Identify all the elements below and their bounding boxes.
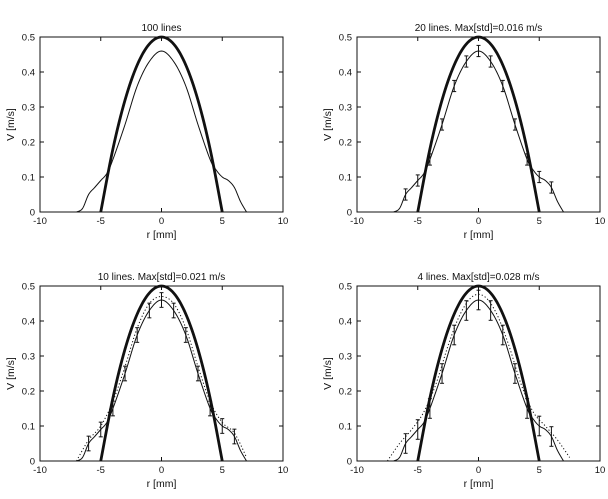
y-tick-label: 0.3	[339, 103, 352, 114]
y-tick-label: 0.5	[339, 33, 352, 44]
x-tick-label: -5	[414, 465, 422, 476]
y-tick-label: 0.2	[22, 387, 35, 398]
x-axis-label: r [mm]	[147, 478, 177, 490]
x-axis-label: r [mm]	[464, 478, 494, 490]
y-axis-label: V [m/s]	[322, 357, 334, 390]
x-tick-label: -10	[350, 465, 364, 476]
y-tick-label: 0.1	[339, 422, 352, 433]
y-axis-label: V [m/s]	[322, 108, 334, 141]
reference-profile-line	[416, 35, 541, 213]
x-tick-label: 0	[159, 216, 164, 227]
y-tick-label: 0.2	[22, 138, 35, 149]
y-tick-label: 0	[30, 457, 35, 468]
reference-profile-line	[99, 284, 224, 462]
y-tick-label: 0.5	[339, 282, 352, 293]
plot-marks: -10 -5 0 5 10 0 0.1 0.2 0.3 0.4 0.5	[22, 282, 289, 477]
panel-title: 4 lines. Max[std]=0.028 m/s	[417, 272, 539, 283]
y-tick-label: 0.5	[22, 282, 35, 293]
y-tick-label: 0.3	[339, 352, 352, 363]
x-tick-label: 0	[476, 216, 481, 227]
y-tick-label: 0.4	[339, 317, 352, 328]
x-tick-label: 10	[278, 465, 289, 476]
y-axis-label: V [m/s]	[5, 108, 17, 141]
x-tick-label: 5	[220, 216, 225, 227]
panel-10-lines: 10 lines. Max[std]=0.021 m/s r [mm] V [m…	[5, 272, 288, 490]
y-tick-label: 0.4	[22, 317, 35, 328]
x-tick-label: -5	[414, 216, 422, 227]
y-tick-label: 0.1	[22, 422, 35, 433]
y-tick-label: 0.5	[22, 33, 35, 44]
x-tick-label: -10	[350, 216, 364, 227]
panel-title: 20 lines. Max[std]=0.016 m/s	[415, 23, 543, 34]
y-tick-label: 0.3	[22, 103, 35, 114]
x-tick-label: 5	[537, 465, 542, 476]
y-tick-label: 0.2	[339, 387, 352, 398]
y-tick-label: 0.2	[339, 138, 352, 149]
y-tick-label: 0	[347, 457, 352, 468]
x-tick-label: 10	[595, 216, 606, 227]
x-tick-label: 0	[476, 465, 481, 476]
plot-marks: -10 -5 0 5 10 0 0.1 0.2 0.3 0.4 0.5	[339, 33, 606, 228]
panel-20-lines: 20 lines. Max[std]=0.016 m/s r [mm] V [m…	[322, 23, 605, 241]
panel-4-lines: 4 lines. Max[std]=0.028 m/s r [mm] V [m/…	[322, 272, 605, 490]
x-tick-label: -5	[97, 465, 105, 476]
panel-title: 100 lines	[141, 23, 181, 34]
x-axis-label: r [mm]	[147, 229, 177, 241]
x-tick-label: 10	[595, 465, 606, 476]
y-tick-label: 0	[30, 208, 35, 219]
estimated-profile-line	[76, 50, 247, 213]
y-tick-label: 0.3	[22, 352, 35, 363]
plot-marks: -10 -5 0 5 10 0 0.1 0.2 0.3 0.4 0.5	[22, 33, 289, 228]
y-tick-label: 0.4	[22, 68, 35, 79]
x-tick-label: 5	[537, 216, 542, 227]
x-tick-label: -5	[97, 216, 105, 227]
x-tick-label: 5	[220, 465, 225, 476]
x-tick-label: 0	[159, 465, 164, 476]
x-tick-label: 10	[278, 216, 289, 227]
plot-marks: -10 -5 0 5 10 0 0.1 0.2 0.3 0.4 0.5	[339, 282, 606, 477]
y-tick-label: 0.1	[339, 173, 352, 184]
panel-100-lines: 100 lines r [mm] V [m/s] -10 -5 0 5 10 0 0.1 0.…	[5, 23, 288, 241]
x-tick-label: -10	[33, 216, 47, 227]
y-tick-label: 0	[347, 208, 352, 219]
panel-title: 10 lines. Max[std]=0.021 m/s	[98, 272, 226, 283]
y-tick-label: 0.4	[339, 68, 352, 79]
reference-profile-line	[416, 284, 541, 462]
x-tick-label: -10	[33, 465, 47, 476]
reference-profile-line	[99, 35, 224, 213]
x-axis-label: r [mm]	[464, 229, 494, 241]
y-axis-label: V [m/s]	[5, 357, 17, 390]
y-tick-label: 0.1	[22, 173, 35, 184]
